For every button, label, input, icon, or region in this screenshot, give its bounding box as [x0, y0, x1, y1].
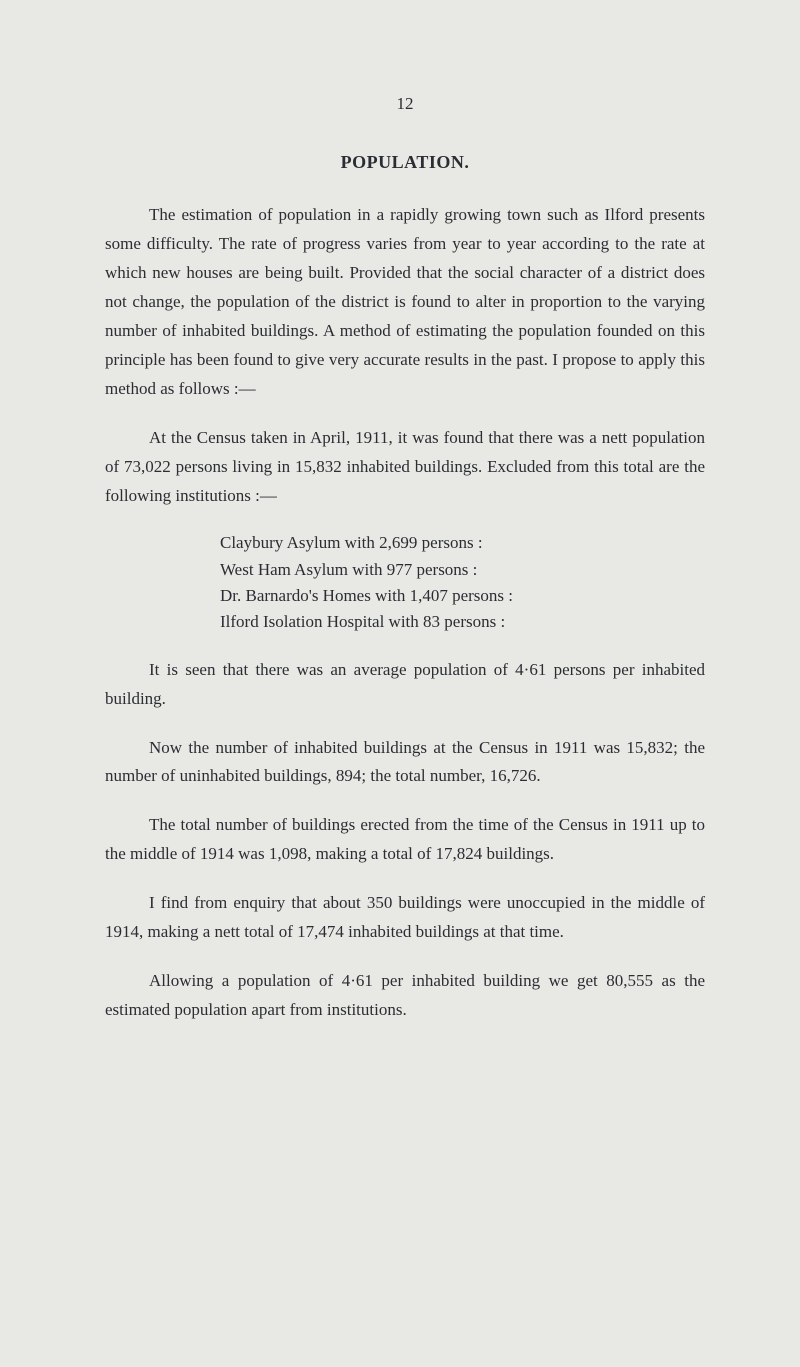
paragraph-6: I find from enquiry that about 350 build…: [105, 889, 705, 947]
list-item-ilford: Ilford Isolation Hospital with 83 person…: [220, 609, 705, 635]
list-item-claybury: Claybury Asylum with 2,699 persons :: [220, 530, 705, 556]
paragraph-1: The estimation of population in a rapidl…: [105, 201, 705, 403]
paragraph-3: It is seen that there was an average pop…: [105, 656, 705, 714]
paragraph-2: At the Census taken in April, 1911, it w…: [105, 424, 705, 511]
paragraph-4: Now the number of inhabited buildings at…: [105, 734, 705, 792]
institutions-list: Claybury Asylum with 2,699 persons : Wes…: [220, 530, 705, 635]
list-item-west-ham: West Ham Asylum with 977 persons :: [220, 557, 705, 583]
list-item-barnardos: Dr. Barnardo's Homes with 1,407 persons …: [220, 583, 705, 609]
paragraph-5: The total number of buildings erected fr…: [105, 811, 705, 869]
page-number: 12: [105, 90, 705, 119]
paragraph-7: Allowing a population of 4·61 per inhabi…: [105, 967, 705, 1025]
page-title: POPULATION.: [105, 147, 705, 178]
